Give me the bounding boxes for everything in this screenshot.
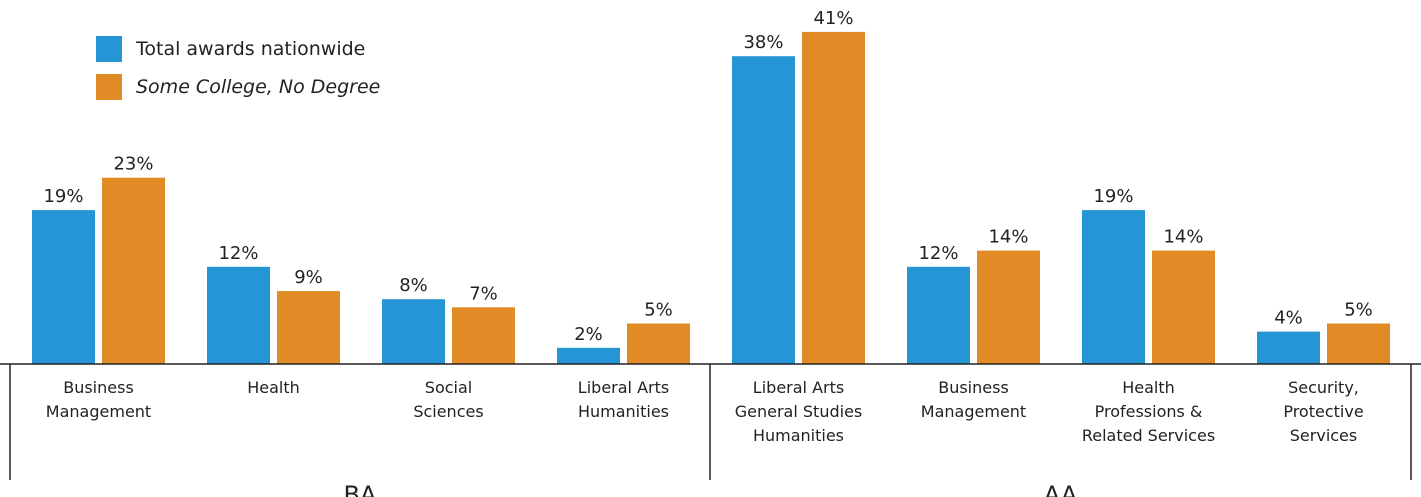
bar-aa-3-some-college	[1327, 323, 1390, 364]
value-label: 9%	[294, 267, 323, 288]
category-label: Social Sciences	[413, 378, 483, 421]
category-label: Business Management	[921, 378, 1026, 421]
value-label: 12%	[218, 243, 258, 264]
value-label: 4%	[1274, 308, 1303, 329]
bar-ba-0-some-college	[102, 177, 165, 364]
bar-aa-1-some-college	[977, 250, 1040, 364]
value-label: 14%	[988, 227, 1028, 248]
group-labels-layer: BA AA	[344, 481, 1078, 497]
category-label: Liberal Arts Humanities	[578, 378, 669, 421]
legend-swatch-nationwide	[96, 36, 122, 62]
bar-ba-3-some-college	[627, 323, 690, 364]
bar-aa-1-nationwide	[907, 266, 970, 364]
category-label: Security, Protective Services	[1283, 378, 1363, 445]
legend-label-nationwide: Total awards nationwide	[136, 38, 366, 60]
value-label: 5%	[644, 300, 673, 321]
bar-ba-2-nationwide	[382, 299, 445, 364]
bar-aa-3-nationwide	[1257, 331, 1320, 364]
bars-layer	[32, 31, 1390, 365]
value-label: 38%	[743, 32, 783, 53]
category-label: Health Professions & Related Services	[1082, 378, 1215, 445]
value-label: 19%	[1093, 186, 1133, 207]
bar-ba-0-nationwide	[32, 210, 95, 364]
value-label: 23%	[113, 154, 153, 175]
category-label: Health	[247, 378, 300, 397]
category-label: Business Management	[46, 378, 151, 421]
value-label: 14%	[1163, 227, 1203, 248]
group-label-ba: BA	[344, 481, 377, 497]
bar-aa-0-some-college	[802, 31, 865, 365]
value-label: 12%	[918, 243, 958, 264]
legend-swatch-some-college	[96, 74, 122, 100]
bar-aa-2-nationwide	[1082, 210, 1145, 364]
group-label-aa: AA	[1044, 481, 1078, 497]
value-label: 19%	[43, 186, 83, 207]
value-label: 7%	[469, 283, 498, 304]
bar-aa-2-some-college	[1152, 250, 1215, 364]
chart-legend: Total awards nationwide Some College, No…	[96, 36, 380, 112]
category-label: Liberal Arts General Studies Humanities	[735, 378, 863, 445]
legend-item-nationwide: Total awards nationwide	[96, 36, 380, 62]
value-label: 8%	[399, 275, 428, 296]
bar-ba-2-some-college	[452, 307, 515, 364]
axis-layer	[0, 363, 1421, 480]
bar-ba-3-nationwide	[557, 347, 620, 364]
value-label: 5%	[1344, 300, 1373, 321]
value-label: 2%	[574, 324, 603, 345]
category-labels-layer: Business Management Health Social Sciences Li…	[46, 378, 1364, 445]
bar-ba-1-nationwide	[207, 266, 270, 364]
value-labels-layer: 19% 23% 12% 9% 8% 7% 2% 5% 38% 41% 12% 14% 19% 14% 4% 5…	[43, 8, 1372, 345]
legend-item-some-college: Some College, No Degree	[96, 74, 380, 100]
legend-label-some-college: Some College, No Degree	[136, 76, 381, 98]
bar-aa-0-nationwide	[732, 56, 795, 364]
value-label: 41%	[813, 8, 853, 29]
bar-ba-1-some-college	[277, 291, 340, 364]
